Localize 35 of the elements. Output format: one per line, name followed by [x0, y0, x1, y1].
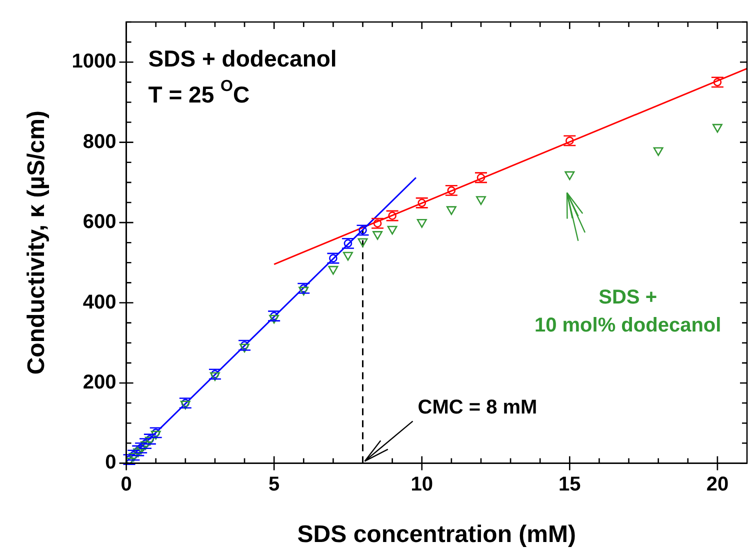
y-tick-label: 600	[82, 211, 116, 234]
y-tick-label: 0	[105, 452, 116, 474]
x-axis-title: SDS concentration (mM)	[297, 521, 576, 548]
point	[240, 344, 250, 353]
point	[446, 206, 456, 215]
y-tick-label: 400	[82, 291, 116, 314]
y-tick-label: 200	[82, 371, 116, 394]
point	[210, 372, 220, 382]
point	[476, 196, 486, 205]
point	[144, 436, 155, 446]
x-tick-label: 15	[558, 474, 581, 496]
annotation: SDS + 10 mol% dodecanol	[534, 286, 722, 337]
point	[387, 226, 398, 235]
point	[342, 252, 353, 261]
point	[328, 266, 338, 275]
x-tick-label: 20	[706, 474, 729, 496]
point	[416, 218, 427, 228]
point	[653, 147, 664, 156]
y-tick-label: 1000	[72, 50, 116, 73]
point	[298, 286, 309, 296]
y-tick-label: 800	[82, 130, 116, 153]
point	[150, 430, 161, 440]
point	[712, 124, 722, 133]
x-tick-label: 0	[120, 474, 132, 496]
x-tick-label: 5	[268, 474, 280, 496]
point	[564, 171, 575, 180]
annotation: CMC = 8 mM	[418, 396, 538, 419]
annotation: SDS + dodecanol	[148, 45, 337, 72]
y-axis-title: Conductivity, κ (µS/cm)	[23, 110, 50, 375]
point	[372, 231, 383, 240]
point	[269, 314, 280, 324]
x-tick-label: 10	[410, 474, 433, 496]
point	[133, 448, 144, 458]
point	[128, 452, 139, 462]
point	[358, 238, 368, 248]
